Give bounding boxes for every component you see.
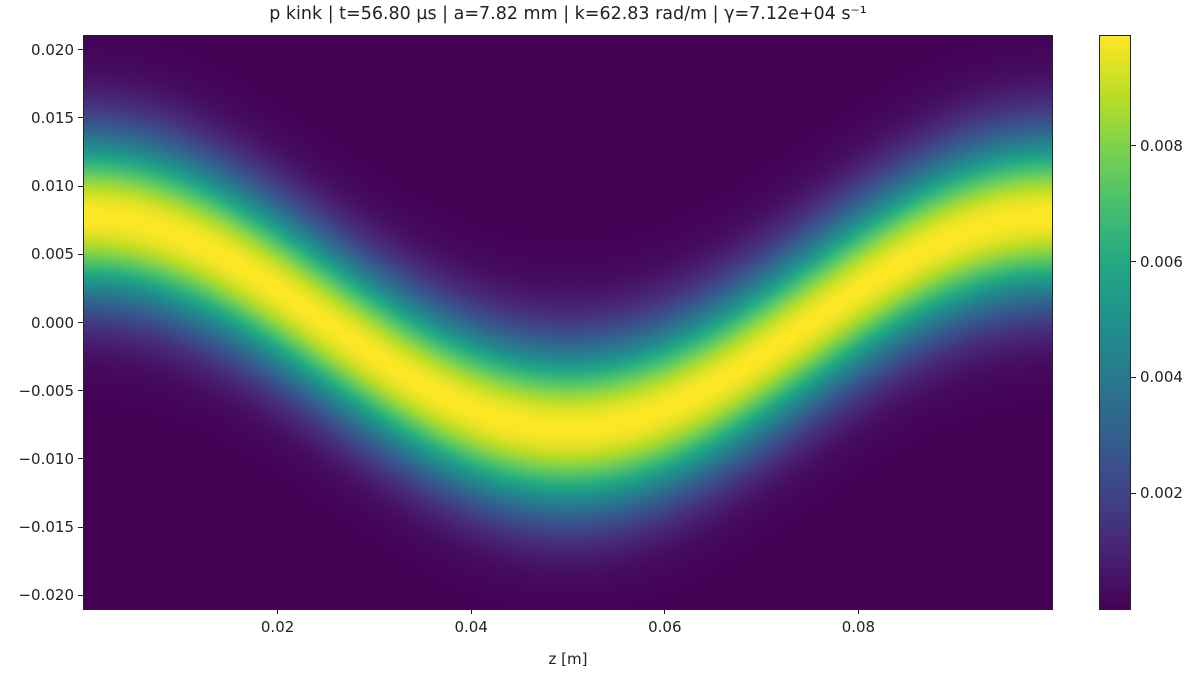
y-tick-mark	[78, 322, 83, 323]
colorbar-tick-mark	[1131, 261, 1136, 263]
y-tick-mark	[78, 458, 83, 460]
y-tick-label: −0.005	[18, 381, 74, 400]
colorbar-frame	[1099, 35, 1131, 610]
x-tick-mark	[664, 609, 666, 614]
x-tick-label: 0.08	[841, 618, 876, 636]
y-tick-mark	[78, 253, 83, 255]
x-axis-label: z [m]	[548, 650, 588, 668]
chart-title: p kink | t=56.80 µs | a=7.82 mm | k=62.8…	[269, 4, 867, 24]
y-tick-mark	[78, 390, 83, 392]
colorbar-tick-label: 0.008	[1140, 136, 1183, 155]
y-tick-label: 0.005	[31, 245, 74, 264]
colorbar-tick-mark	[1131, 376, 1136, 378]
colorbar-tick-label: 0.002	[1140, 484, 1183, 503]
x-tick-mark	[857, 609, 859, 614]
y-tick-mark	[78, 185, 83, 187]
y-tick-label: −0.010	[18, 449, 74, 468]
x-tick-label: 0.06	[648, 618, 682, 636]
x-tick-mark	[470, 609, 472, 614]
y-tick-mark	[78, 594, 83, 596]
y-tick-label: −0.015	[18, 518, 74, 537]
x-tick-label: 0.04	[454, 618, 488, 636]
colorbar-tick-label: 0.006	[1140, 252, 1183, 271]
colorbar-tick-mark	[1131, 492, 1136, 494]
x-tick-label: 0.02	[260, 618, 295, 636]
colorbar-tick-mark	[1131, 145, 1136, 147]
y-tick-label: 0.000	[31, 313, 74, 332]
y-tick-label: 0.020	[31, 40, 74, 59]
x-tick-mark	[277, 609, 279, 614]
y-tick-label: −0.020	[18, 586, 74, 605]
y-tick-mark	[78, 117, 83, 119]
plot-frame	[83, 35, 1053, 610]
colorbar	[1100, 36, 1130, 609]
y-tick-mark	[78, 49, 83, 51]
colorbar-tick-label: 0.004	[1140, 368, 1183, 387]
y-tick-label: 0.010	[31, 177, 74, 196]
y-tick-mark	[78, 526, 83, 528]
y-tick-label: 0.015	[31, 108, 74, 127]
heatmap-image	[84, 36, 1052, 609]
